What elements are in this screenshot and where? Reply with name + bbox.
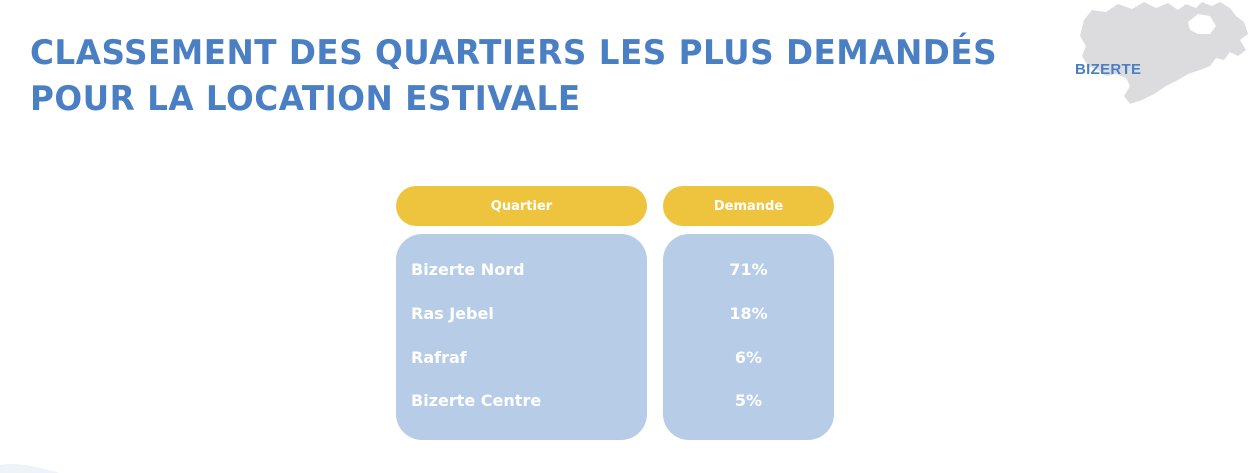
demande-cell: 5% xyxy=(734,391,763,410)
page-title: CLASSEMENT DES QUARTIERS LES PLUS DEMAND… xyxy=(30,30,997,122)
bizerte-map-icon xyxy=(1080,2,1248,104)
corner-decoration xyxy=(0,464,60,473)
header-demande: Demande xyxy=(663,186,834,226)
quartier-cell: Bizerte Centre xyxy=(411,391,542,410)
quartier-cell: Rafraf xyxy=(411,348,467,367)
quartier-column: Bizerte Nord Ras Jebel Rafraf Bizerte Ce… xyxy=(396,234,647,440)
page-title-line-2: POUR LA LOCATION ESTIVALE xyxy=(30,79,581,119)
demande-cell: 71% xyxy=(729,260,768,279)
quartier-cell: Ras Jebel xyxy=(411,304,494,323)
region-label: BIZERTE xyxy=(1075,61,1142,78)
quartier-cell: Bizerte Nord xyxy=(411,260,525,279)
page-title-line-1: CLASSEMENT DES QUARTIERS LES PLUS DEMAND… xyxy=(30,33,998,73)
demande-cell: 18% xyxy=(729,304,768,323)
demande-cell: 6% xyxy=(734,348,763,367)
header-quartier: Quartier xyxy=(396,186,647,226)
demande-column: 71% 18% 6% 5% xyxy=(663,234,834,440)
region-map: BIZERTE xyxy=(1070,0,1251,110)
